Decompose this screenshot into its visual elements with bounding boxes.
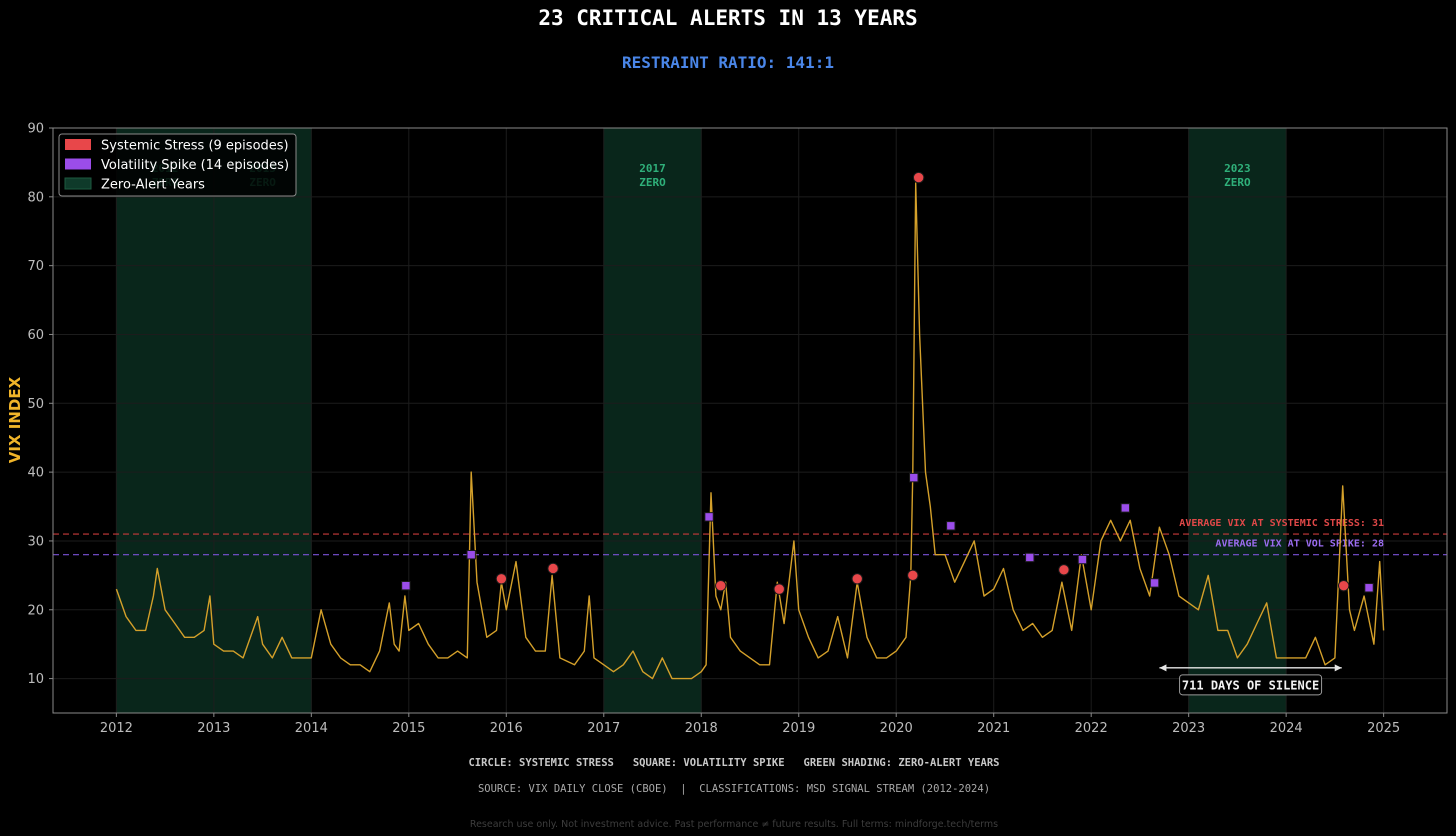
volatility-spike-marker — [401, 580, 411, 591]
silence-arrow-head-right — [1334, 664, 1342, 672]
x-tick-label: 2015 — [392, 721, 425, 736]
reference-line-label: AVERAGE VIX AT SYSTEMIC STRESS: 31 — [1179, 518, 1384, 529]
volatility-spike-marker — [1025, 552, 1035, 563]
volatility-spike-marker — [466, 550, 476, 560]
volatility-spike-marker — [909, 472, 919, 483]
footer-source: SOURCE: VIX DAILY CLOSE (CBOE) | CLASSIF… — [478, 783, 990, 795]
x-tick-label: 2018 — [685, 721, 718, 736]
x-tick-label: 2022 — [1075, 721, 1108, 736]
reference-line-label: AVERAGE VIX AT VOL SPIKE: 28 — [1215, 539, 1384, 550]
systemic-stress-marker — [773, 583, 785, 595]
y-tick-label: 80 — [27, 190, 44, 205]
silence-arrow-head-left — [1159, 664, 1167, 672]
y-axis-label: VIX INDEX — [6, 376, 24, 463]
legend-swatch — [65, 139, 91, 150]
y-tick-label: 20 — [27, 603, 44, 618]
grid-lines — [53, 127, 1447, 713]
chart-subtitle: RESTRAINT RATIO: 141:1 — [622, 53, 834, 72]
x-axis-ticks: 2012 2013 2014 2015 2016 2017 2018 2019 2020 2021… — [100, 713, 1400, 736]
x-tick-label: 2021 — [977, 721, 1010, 736]
zero-band-label: ZERO — [639, 176, 666, 189]
zero-band-label: 2017 — [639, 162, 666, 175]
x-tick-label: 2020 — [880, 721, 913, 736]
y-tick-label: 70 — [27, 259, 44, 274]
vix-series-line — [115, 182, 1385, 680]
y-axis-ticks: 10 20 30 40 50 60 70 80 90 — [27, 122, 53, 687]
legend-label: Volatility Spike (14 episodes) — [101, 158, 289, 173]
y-tick-label: 50 — [27, 397, 44, 412]
x-tick-label: 2017 — [587, 721, 620, 736]
silence-annotation: 711 DAYS OF SILENCE — [1159, 664, 1342, 696]
silence-label-box — [1179, 674, 1323, 696]
volatility-spike-marker — [704, 512, 714, 522]
systemic-stress-marker — [851, 573, 863, 585]
volatility-spike-marker — [1077, 554, 1088, 565]
silence-label: 711 DAYS OF SILENCE — [1182, 678, 1319, 692]
zero-alert-band — [603, 127, 702, 714]
legend-label: Systemic Stress (9 episodes) — [101, 139, 289, 154]
x-tick-label: 2023 — [1172, 721, 1205, 736]
volatility-spike-marker — [1364, 583, 1374, 593]
chart-title: 23 CRITICAL ALERTS IN 13 YEARS — [538, 6, 917, 30]
footer-disclaimer: Research use only. Not investment advice… — [470, 819, 998, 830]
legend-box — [58, 133, 297, 197]
systemic-stress-marker — [495, 573, 508, 585]
legend-swatch — [64, 177, 92, 190]
systemic-stress-marker — [1058, 564, 1070, 576]
x-tick-label: 2019 — [782, 721, 815, 736]
systemic-stress-marker — [912, 171, 925, 184]
volatility-spike-marker — [946, 521, 956, 531]
zero-alert-band — [1188, 127, 1287, 714]
zero-band-label: ZERO — [1224, 176, 1251, 189]
x-tick-label: 2024 — [1270, 721, 1303, 736]
legend-label: Zero-Alert Years — [101, 178, 205, 193]
x-tick-label: 2016 — [490, 721, 523, 736]
legend: Systemic Stress (9 episodes) Volatility S… — [58, 133, 297, 197]
zero-alert-band — [213, 127, 312, 714]
y-tick-label: 30 — [27, 534, 44, 549]
zero-alert-band — [115, 127, 215, 714]
plot-frame — [52, 127, 1448, 714]
systemic-stress-marker — [715, 579, 727, 592]
x-tick-label: 2012 — [100, 721, 133, 736]
x-tick-label: 2025 — [1367, 721, 1400, 736]
y-tick-label: 40 — [27, 466, 44, 481]
alert-markers — [401, 171, 1374, 595]
y-tick-label: 90 — [27, 122, 44, 137]
y-tick-label: 10 — [27, 672, 44, 687]
systemic-stress-marker — [547, 562, 559, 575]
y-tick-label: 60 — [27, 328, 44, 343]
reference-lines: AVERAGE VIX AT SYSTEMIC STRESS: 31 AVERAG… — [53, 518, 1447, 556]
volatility-spike-marker — [1149, 578, 1160, 588]
zero-band-label: 2023 — [1224, 162, 1251, 175]
x-tick-label: 2013 — [197, 721, 230, 736]
x-tick-label: 2014 — [295, 721, 328, 736]
footer-key: CIRCLE: SYSTEMIC STRESS SQUARE: VOLATILI… — [468, 757, 999, 769]
volatility-spike-marker — [1120, 503, 1131, 513]
systemic-stress-marker — [1337, 579, 1350, 592]
legend-swatch — [65, 158, 91, 170]
systemic-stress-marker — [907, 569, 919, 582]
zero-alert-bands: 2012ZERO2013ZERO2017ZERO2023ZERO — [115, 127, 1287, 714]
